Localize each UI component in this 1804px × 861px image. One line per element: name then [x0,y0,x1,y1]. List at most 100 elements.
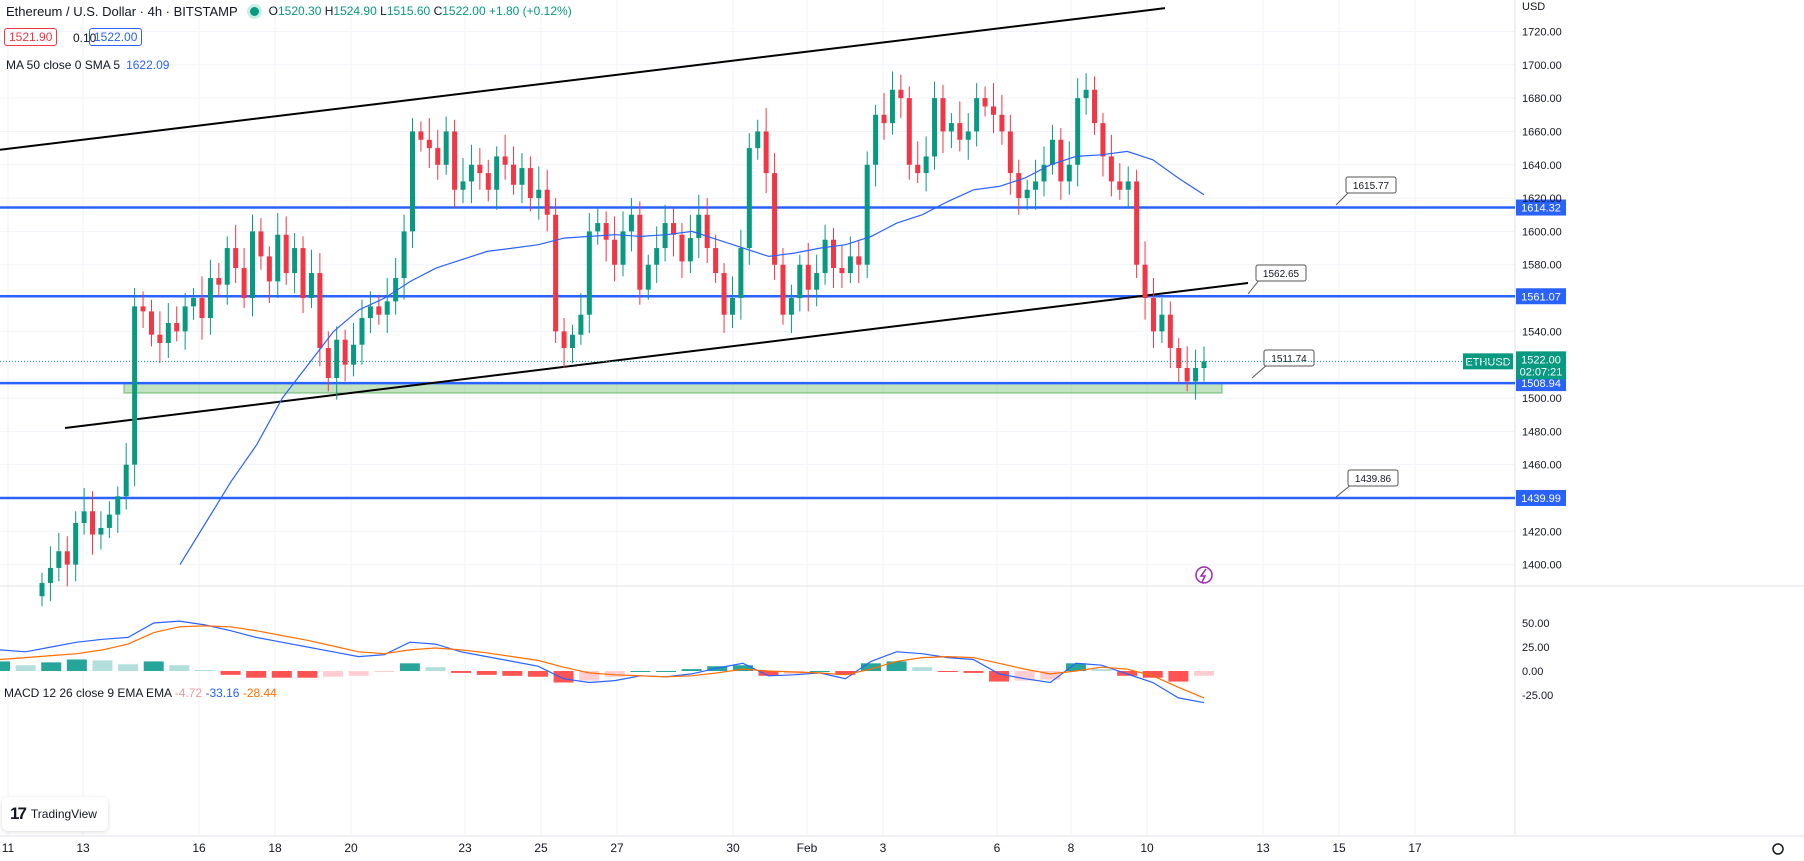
candle-body [637,214,643,290]
macd-histogram-bar [451,671,472,673]
ask-button[interactable]: 1522.00 [89,28,143,46]
candle-body [1024,189,1030,199]
macd-histogram-bar [989,671,1010,682]
macd-histogram-bar [963,671,984,673]
candle-body [224,248,230,285]
macd-label: MACD 12 26 close 9 EMA EMA [4,686,172,700]
trendline-lower[interactable] [64,282,1249,429]
candle-body [115,496,121,515]
candle-body [906,98,912,165]
macd-legend[interactable]: MACD 12 26 close 9 EMA EMA -4.72 -33.16 … [4,686,277,700]
macd-tick-label: 0.00 [1522,666,1543,678]
price-tag-label: 1511.74 [1271,354,1307,365]
candle-body [81,511,87,523]
high-value: 1524.90 [333,4,377,18]
candle-body [317,273,323,349]
candle-body [721,273,727,315]
macd-histogram-bar [92,660,113,671]
candle-body [1167,314,1173,349]
trendline-upper[interactable] [0,7,1166,151]
time-tick-label: 13 [1256,841,1270,855]
candle-body [881,114,887,124]
currency-label[interactable]: USD [1522,1,1545,13]
candle-body [132,306,138,465]
ma-legend[interactable]: MA 50 close 0 SMA 5 1622.09 [6,58,169,72]
time-tick-label: 25 [534,841,548,855]
candle-body [603,223,609,240]
candle-body [367,306,373,319]
candle-body [56,551,62,568]
trendlines[interactable] [0,7,1249,429]
time-tick-label: 13 [76,841,90,855]
macd-histogram-bar [323,671,344,677]
candle-body [384,301,390,315]
time-axis[interactable]: 11 13 16 18 20 23 25 27 30 Feb 3 6 8 10 13 15 17 [0,835,1804,855]
candle-body [704,214,710,249]
candle-body [241,268,247,299]
grid-lines [0,0,1804,835]
time-tick-label: 6 [994,841,1001,855]
candle-body [106,514,112,528]
candle-body [856,256,862,265]
price-tags[interactable]: ETHUSD 1615.77 1562.65 1511.74 1439.86 [1247,176,1513,498]
price-tag-box[interactable] [1255,264,1307,282]
price-tag-box[interactable] [1263,349,1315,367]
candle-body [586,231,592,315]
gear-icon[interactable] [1772,843,1784,855]
macd-histogram-bar [809,671,830,672]
candle-body [1134,181,1140,265]
macd-histogram-bar [579,671,600,681]
candle-body [628,214,634,232]
level-axis-label-bg [1516,288,1566,305]
candle-body [359,318,365,345]
candle-body [974,98,980,132]
open-value: 1520.30 [278,4,322,18]
candle-body [797,264,803,299]
level-axis-label-bg [1516,199,1566,216]
macd-histogram-bar [604,671,625,677]
time-tick-label: 16 [192,841,206,855]
candle-body [98,527,104,535]
macd-signal-value: -28.44 [242,686,277,700]
price-tick-label: 1540.00 [1522,326,1562,338]
candle-body [755,131,761,149]
candle-body [73,522,79,565]
symbol-title[interactable]: Ethereum / U.S. Dollar · 4h · BITSTAMP [6,3,238,19]
candle-body [1201,361,1207,369]
macd-line-value: -33.16 [205,686,240,700]
candle-body [990,106,996,115]
ticker-label[interactable]: ETHUSD [1465,356,1510,368]
macd-histogram-bar [143,661,164,671]
time-tick-label: 10 [1140,841,1154,855]
candle-body [90,511,96,535]
candle-body [662,223,668,249]
candle-body [873,114,879,165]
candle-body [612,239,618,265]
candle-body [965,131,971,140]
tradingview-logo[interactable]: 17 TradingView [2,797,108,831]
bid-button[interactable]: 1521.90 [4,28,58,46]
candle-body [831,239,837,269]
price-tick-label: 1620.00 [1522,193,1562,205]
candle-body [64,551,70,565]
support-zone-rect [123,382,1223,394]
macd-histogram-bar [246,671,267,678]
candle-body [544,189,550,215]
candle-body [847,256,853,274]
lightning-icon[interactable] [1195,566,1213,584]
candle-body [283,234,289,274]
price-tick-label: 1500.00 [1522,393,1562,405]
price-tick-label: 1660.00 [1522,126,1562,138]
price-tag-box[interactable] [1345,176,1397,194]
macd-histogram-bar [656,671,677,672]
macd-histogram-bar [1194,671,1214,676]
candle-body [1041,164,1047,182]
time-tick-label: 17 [1408,841,1422,855]
horizontal-levels[interactable] [0,206,1515,500]
price-axis[interactable]: 1614.32 1561.07 1508.94 1439.99 1720.00 1700.… [1516,1,1566,702]
candle-body [1184,368,1190,382]
price-tick-label: 1720.00 [1522,26,1562,38]
price-tag-box[interactable] [1347,469,1399,487]
low-value: 1515.60 [386,4,431,18]
